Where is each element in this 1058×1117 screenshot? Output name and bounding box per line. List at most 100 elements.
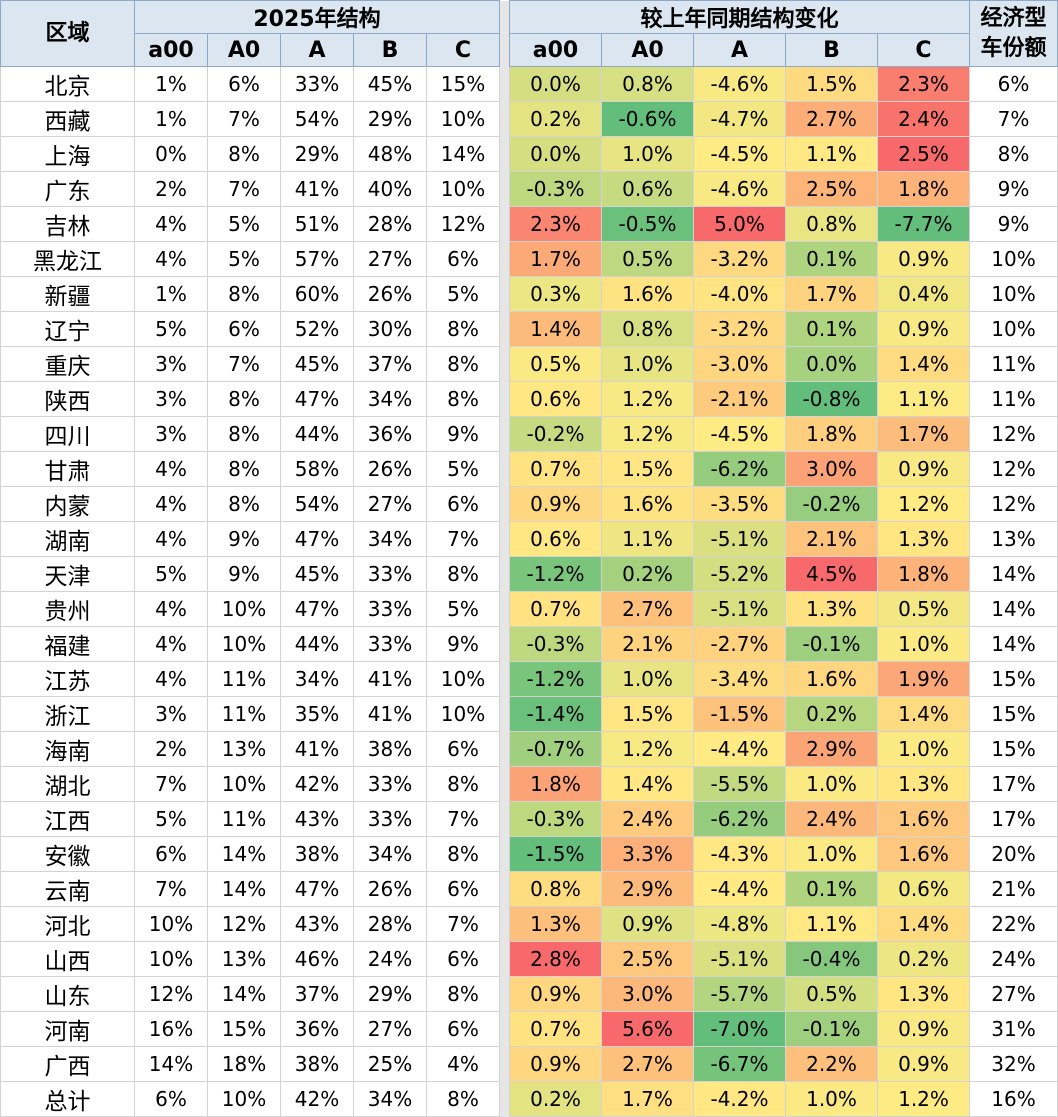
structure-cell: 6% — [207, 66, 281, 102]
table-row: 江西 5% 11% 43% 33% 7% -0.3% 2.4% -6.2% 2.4% 1.6% 17% — [0, 801, 1058, 837]
structure-cell: 4% — [134, 591, 208, 627]
change-cell: 2.7% — [785, 101, 878, 137]
change-cell: -0.2% — [785, 486, 878, 522]
change-cell: 1.7% — [509, 241, 602, 277]
structure-cell: 37% — [280, 976, 354, 1012]
table-row: 河北 10% 12% 43% 28% 7% 1.3% 0.9% -4.8% 1.1% 1.4% 22% — [0, 906, 1058, 942]
economy-share-cell: 22% — [969, 906, 1058, 942]
structure-cell: 7% — [207, 346, 281, 382]
change-cell: -1.2% — [509, 661, 602, 697]
structure-cell: 28% — [353, 906, 427, 942]
change-cell: -3.5% — [693, 486, 786, 522]
region-cell: 辽宁 — [0, 311, 135, 347]
structure-segment-header: A0 — [207, 33, 281, 67]
change-cell: 1.1% — [785, 136, 878, 172]
column-gap — [499, 626, 510, 662]
economy-share-cell: 7% — [969, 101, 1058, 137]
table-row: 山东 12% 14% 37% 29% 8% 0.9% 3.0% -5.7% 0.5% 1.3% 27% — [0, 976, 1058, 1012]
economy-share-cell: 9% — [969, 206, 1058, 242]
structure-cell: 6% — [426, 1011, 500, 1047]
change-cell: -6.2% — [693, 451, 786, 487]
structure-cell: 4% — [134, 451, 208, 487]
structure-cell: 28% — [353, 206, 427, 242]
economy-share-cell: 14% — [969, 591, 1058, 627]
structure-cell: 34% — [280, 661, 354, 697]
economy-share-cell: 24% — [969, 941, 1058, 977]
structure-cell: 10% — [426, 171, 500, 207]
change-cell: 1.0% — [601, 661, 694, 697]
change-cell: 0.1% — [785, 241, 878, 277]
economy-share-cell: 6% — [969, 66, 1058, 102]
change-cell: 0.8% — [509, 871, 602, 907]
structure-cell: 25% — [353, 1046, 427, 1082]
change-cell: 1.4% — [877, 346, 970, 382]
structure-cell: 44% — [280, 626, 354, 662]
change-cell: 1.2% — [601, 416, 694, 452]
table-row: 海南 2% 13% 41% 38% 6% -0.7% 1.2% -4.4% 2.9% 1.0% 15% — [0, 731, 1058, 767]
economy-share-cell: 12% — [969, 451, 1058, 487]
change-cell: 1.7% — [877, 416, 970, 452]
change-cell: 1.4% — [509, 311, 602, 347]
column-gap — [499, 1081, 510, 1117]
column-gap — [499, 416, 510, 452]
total-row: 总计 6% 10% 42% 34% 8% 0.2% 1.7% -4.2% 1.0% 1.2% 16% — [0, 1081, 1058, 1117]
structure-cell: 8% — [207, 451, 281, 487]
change-cell: 1.6% — [601, 276, 694, 312]
structure-cell: 2% — [134, 171, 208, 207]
structure-cell: 45% — [280, 556, 354, 592]
structure-cell: 9% — [207, 556, 281, 592]
change-cell: -0.3% — [509, 801, 602, 837]
structure-cell: 40% — [353, 171, 427, 207]
change-cell: 0.2% — [509, 101, 602, 137]
change-cell: 1.1% — [877, 381, 970, 417]
structure-cell: 4% — [134, 206, 208, 242]
change-cell: -0.5% — [601, 206, 694, 242]
column-gap — [499, 871, 510, 907]
change-cell: 2.5% — [877, 136, 970, 172]
region-cell: 总计 — [0, 1081, 135, 1117]
region-cell: 江苏 — [0, 661, 135, 697]
column-gap — [499, 451, 510, 487]
table-row: 甘肃 4% 8% 58% 26% 5% 0.7% 1.5% -6.2% 3.0% 0.9% 12% — [0, 451, 1058, 487]
change-cell: 0.6% — [601, 171, 694, 207]
table-row: 西藏 1% 7% 54% 29% 10% 0.2% -0.6% -4.7% 2.7% 2.4% 7% — [0, 101, 1058, 137]
economy-share-cell: 14% — [969, 626, 1058, 662]
structure-cell: 1% — [134, 101, 208, 137]
change-cell: 2.4% — [601, 801, 694, 837]
table-row: 重庆 3% 7% 45% 37% 8% 0.5% 1.0% -3.0% 0.0% 1.4% 11% — [0, 346, 1058, 382]
change-cell: 4.5% — [785, 556, 878, 592]
change-cell: 3.0% — [601, 976, 694, 1012]
change-cell: 0.5% — [509, 346, 602, 382]
economy-share-cell: 11% — [969, 381, 1058, 417]
structure-cell: 42% — [280, 1081, 354, 1117]
change-segment-header: A0 — [601, 33, 694, 67]
structure-cell: 8% — [426, 976, 500, 1012]
structure-cell: 34% — [353, 381, 427, 417]
economy-share-header: 经济型 车份额 — [969, 0, 1058, 67]
table-row: 广东 2% 7% 41% 40% 10% -0.3% 0.6% -4.6% 2.5% 1.8% 9% — [0, 171, 1058, 207]
structure-segment-header: B — [353, 33, 427, 67]
structure-cell: 6% — [134, 1081, 208, 1117]
change-cell: 0.1% — [785, 871, 878, 907]
structure-cell: 38% — [280, 1046, 354, 1082]
economy-share-cell: 10% — [969, 311, 1058, 347]
region-cell: 上海 — [0, 136, 135, 172]
change-cell: 1.6% — [877, 836, 970, 872]
structure-cell: 44% — [280, 416, 354, 452]
change-cell: 0.6% — [509, 521, 602, 557]
column-gap — [499, 136, 510, 172]
column-gap — [499, 241, 510, 277]
structure-cell: 34% — [353, 1081, 427, 1117]
structure-cell: 4% — [134, 486, 208, 522]
table-row: 四川 3% 8% 44% 36% 9% -0.2% 1.2% -4.5% 1.8% 1.7% 12% — [0, 416, 1058, 452]
structure-cell: 33% — [353, 556, 427, 592]
structure-cell: 27% — [353, 486, 427, 522]
structure-segment-header: a00 — [134, 33, 208, 67]
structure-cell: 8% — [426, 346, 500, 382]
change-cell: 1.3% — [509, 906, 602, 942]
region-cell: 北京 — [0, 66, 135, 102]
change-cell: 0.5% — [785, 976, 878, 1012]
change-cell: 0.4% — [877, 276, 970, 312]
change-cell: -0.6% — [601, 101, 694, 137]
column-gap — [499, 101, 510, 137]
